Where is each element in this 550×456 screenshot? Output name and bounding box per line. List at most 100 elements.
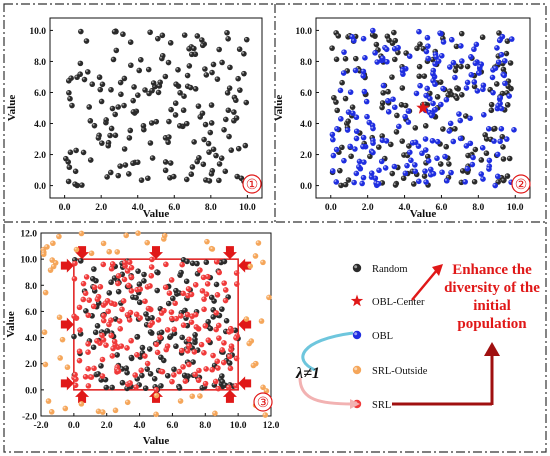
data-point (329, 131, 336, 138)
data-point (149, 256, 155, 263)
data-point (347, 143, 353, 150)
data-point-highlight (491, 90, 494, 93)
data-point (207, 325, 214, 332)
data-point (262, 412, 269, 418)
data-point (177, 123, 183, 129)
data-point-highlight (405, 163, 408, 166)
data-point (171, 366, 177, 373)
data-point-highlight (233, 328, 236, 331)
data-point (379, 104, 385, 111)
data-point-highlight (507, 94, 510, 97)
data-point-highlight (343, 96, 346, 99)
data-point-highlight (92, 366, 95, 369)
data-point (237, 87, 243, 93)
data-point-highlight (207, 150, 210, 153)
data-point-highlight (106, 140, 109, 143)
data-point (214, 76, 221, 82)
data-point-highlight (243, 143, 246, 146)
data-point-highlight (447, 129, 450, 132)
data-point-highlight (187, 64, 190, 67)
data-point-highlight (107, 322, 110, 325)
data-point (124, 345, 130, 351)
data-point-highlight (376, 48, 379, 51)
data-point-highlight (193, 332, 196, 335)
data-point-highlight (176, 67, 179, 70)
data-point (370, 27, 376, 34)
data-point (123, 365, 130, 372)
data-point (467, 115, 473, 122)
data-point-highlight (125, 269, 128, 272)
data-point (444, 177, 450, 184)
data-point (161, 307, 167, 314)
data-point-highlight (165, 327, 168, 330)
data-point-highlight (406, 109, 409, 112)
data-point-highlight (196, 378, 199, 381)
data-point-highlight (145, 367, 148, 370)
data-point-highlight (203, 178, 206, 181)
data-point-highlight (428, 96, 431, 99)
data-point-highlight (125, 400, 128, 403)
data-point-highlight (415, 46, 418, 49)
data-point-highlight (223, 329, 226, 332)
data-point-highlight (393, 38, 396, 41)
data-point (74, 74, 80, 81)
data-point-highlight (392, 57, 395, 60)
data-point (213, 310, 220, 316)
data-point-highlight (223, 288, 226, 291)
data-point (338, 116, 344, 122)
data-point-highlight (81, 150, 84, 153)
data-point-highlight (109, 266, 112, 269)
data-point (394, 112, 400, 119)
data-point-highlight (68, 150, 71, 153)
data-point (419, 150, 425, 157)
data-point-highlight (217, 47, 220, 50)
data-point-highlight (413, 140, 416, 143)
data-point-highlight (107, 291, 110, 294)
data-point (375, 180, 382, 187)
data-point-highlight (159, 311, 162, 314)
data-point (121, 276, 128, 283)
data-point-highlight (114, 48, 117, 51)
data-point (221, 258, 228, 265)
data-point-highlight (380, 105, 383, 108)
data-point-highlight (330, 169, 333, 172)
boundary-arrow-icon (60, 317, 74, 332)
data-point-highlight (126, 172, 129, 175)
data-point (191, 139, 197, 145)
data-point-highlight (431, 171, 434, 174)
data-point-highlight (86, 341, 89, 344)
data-point-highlight (96, 136, 99, 139)
data-point (370, 149, 376, 156)
data-point-highlight (84, 39, 87, 42)
data-point (100, 317, 107, 324)
data-point-highlight (264, 389, 267, 392)
data-point (450, 138, 457, 145)
panel-number-badge (242, 174, 262, 194)
data-point (511, 127, 517, 133)
data-point-highlight (449, 170, 452, 173)
data-point (76, 357, 83, 364)
data-point-highlight (394, 129, 397, 132)
data-point (412, 139, 419, 146)
data-point (494, 173, 501, 180)
data-point-highlight (391, 97, 394, 100)
data-point (422, 168, 428, 174)
data-point-highlight (144, 312, 147, 315)
data-point (159, 368, 166, 375)
data-point-highlight (200, 43, 203, 46)
data-point-highlight (354, 171, 357, 174)
data-point-highlight (426, 56, 429, 59)
data-point (507, 60, 514, 66)
data-point (59, 336, 66, 343)
data-point (213, 258, 220, 265)
data-point (447, 120, 454, 127)
data-point (91, 365, 97, 372)
data-point (168, 309, 175, 315)
data-point (72, 371, 78, 378)
data-point-highlight (57, 315, 60, 318)
enhance-text-line-2: diversity of the (444, 280, 540, 296)
data-point-highlight (167, 291, 170, 294)
data-point (202, 66, 208, 72)
data-point (383, 138, 390, 144)
x-tick-label: 6.0 (168, 203, 180, 213)
